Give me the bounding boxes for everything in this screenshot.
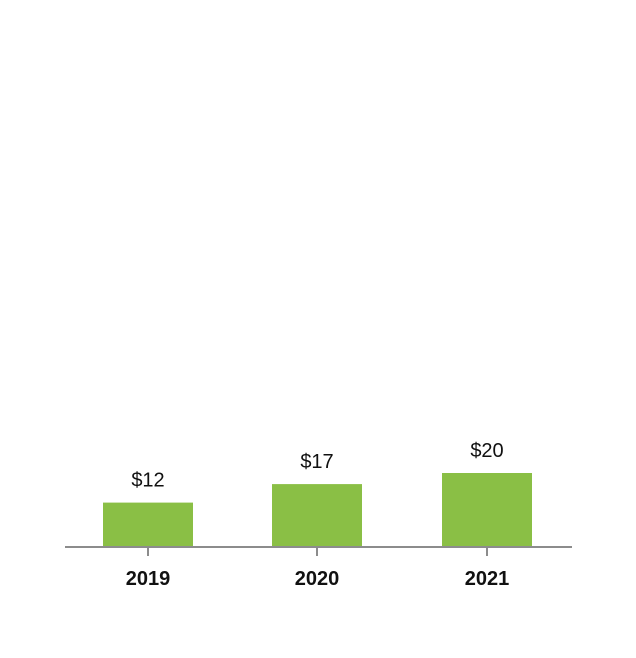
bar-2020 [272, 484, 362, 547]
x-tick-label-2019: 2019 [126, 568, 171, 590]
bars-layer [103, 473, 532, 547]
value-labels-layer: $12 $17 $20 [131, 440, 503, 492]
data-label-2021: $20 [470, 440, 503, 462]
x-tick-label-2021: 2021 [465, 568, 510, 590]
data-label-2019: $12 [131, 470, 164, 492]
bar-2019 [103, 502, 193, 547]
x-tick-label-2020: 2020 [295, 568, 340, 590]
x-axis-ticks-layer: 2019 2020 2021 [126, 547, 510, 590]
data-label-2020: $17 [300, 451, 333, 473]
bar-2021 [442, 473, 532, 547]
